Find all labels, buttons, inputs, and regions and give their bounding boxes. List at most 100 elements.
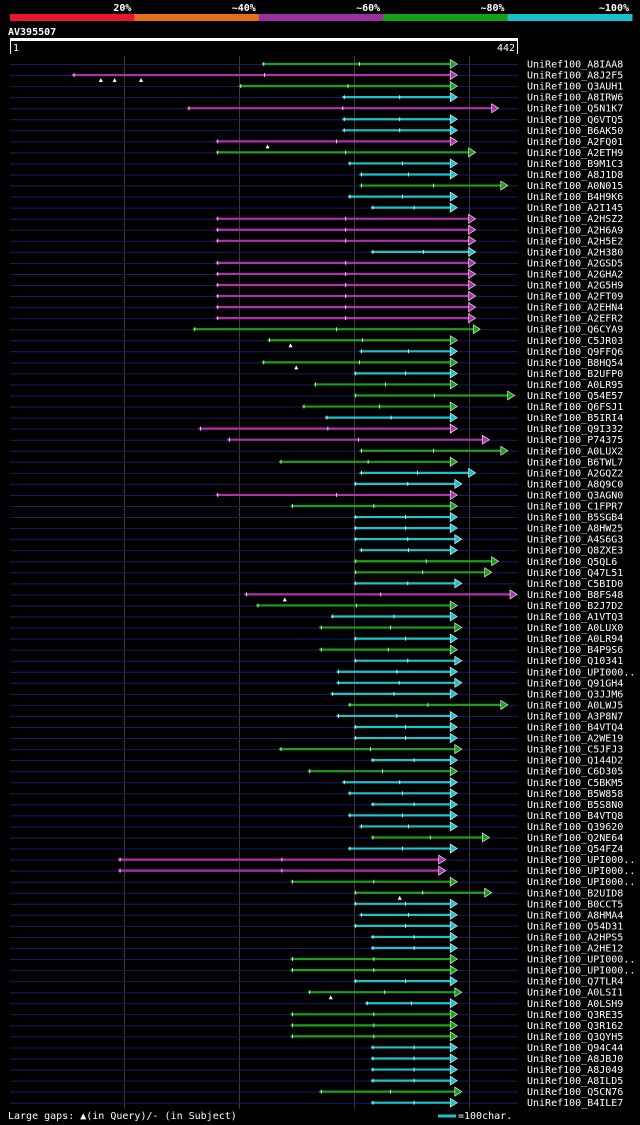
hit-label: UniRef100_Q91GH4 xyxy=(527,678,623,689)
hit-row: UniRef100_A2HE12 xyxy=(10,942,623,955)
hit-row: UniRef100_A2FQ01 xyxy=(10,136,623,149)
hit-row: UniRef100_Q9I332 xyxy=(10,423,623,435)
hit-label: UniRef100_A0LR95 xyxy=(527,380,623,391)
hit-label: UniRef100_A2HSZ2 xyxy=(527,214,623,225)
hit-arrow xyxy=(449,876,458,887)
hit-row: UniRef100_A2ETH9 xyxy=(10,147,623,159)
hit-arrow xyxy=(449,489,458,500)
hit-label: UniRef100_A2GSD5 xyxy=(527,258,623,269)
hit-arrow xyxy=(449,368,458,379)
hit-label: UniRef100_A8HMA4 xyxy=(527,910,623,921)
hit-label: UniRef100_A0LUX0 xyxy=(527,623,623,634)
hit-row: UniRef100_B4H9K6 xyxy=(10,191,623,203)
hit-arrow xyxy=(449,998,458,1009)
hit-label: UniRef100_Q3JJM6 xyxy=(527,689,623,700)
hit-arrow xyxy=(449,733,458,744)
query-id: AV395507 xyxy=(8,27,56,38)
hit-arrow xyxy=(509,589,518,600)
hit-row: UniRef100_A8HW25 xyxy=(10,523,623,535)
hit-arrow xyxy=(468,235,477,246)
hit-label: UniRef100_Q7TLR4 xyxy=(527,977,623,988)
hit-label: UniRef100_B4VTQ8 xyxy=(527,811,623,822)
hit-row: UniRef100_A2WE19 xyxy=(10,733,623,745)
hit-arrow xyxy=(472,324,481,335)
identity-bin-label-2: ~40% xyxy=(232,3,256,14)
hit-arrow xyxy=(468,213,477,224)
hit-row: UniRef100_B4P9S6 xyxy=(10,644,623,656)
hit-row: UniRef100_B5W858 xyxy=(10,788,623,800)
hit-arrow xyxy=(438,854,447,865)
hit-row: UniRef100_C5JR03 xyxy=(10,335,623,348)
hit-arrow xyxy=(449,423,458,434)
hit-arrow xyxy=(449,357,458,368)
hit-label: UniRef100_B2UFP0 xyxy=(527,369,623,380)
hit-row: UniRef100_B2UID8 xyxy=(10,887,623,900)
identity-bin-2 xyxy=(134,14,260,21)
hit-label: UniRef100_B4VTQ4 xyxy=(527,723,623,734)
hit-row: UniRef100_A0LR95 xyxy=(10,379,623,391)
hit-arrow xyxy=(449,523,458,534)
identity-bin-label-1: 20% xyxy=(113,3,131,14)
hit-row: UniRef100_C5BID0 xyxy=(10,578,623,590)
hit-label: UniRef100_A2EFR2 xyxy=(527,314,623,325)
hit-arrow xyxy=(482,434,490,445)
hit-label: UniRef100_A2ETH9 xyxy=(527,148,623,159)
hit-arrow xyxy=(454,744,463,755)
hit-arrow xyxy=(449,1053,458,1064)
hit-label: UniRef100_A2G5H9 xyxy=(527,281,623,292)
hit-row: UniRef100_A8J049 xyxy=(10,1064,623,1076)
hit-row: UniRef100_B2UFP0 xyxy=(10,368,623,380)
hit-label: UniRef100_A8Q9C0 xyxy=(527,479,623,490)
hit-label: UniRef100_A2H6A9 xyxy=(527,225,623,236)
legend: Large gaps: ▲(in Query)/- (in Subject) =… xyxy=(8,1111,512,1122)
hit-row: UniRef100_A8HMA4 xyxy=(10,909,623,921)
hit-arrow xyxy=(449,512,458,523)
hit-arrow xyxy=(454,677,463,688)
hit-arrow xyxy=(449,1009,458,1020)
hit-label: UniRef100_Q54FZ4 xyxy=(527,844,623,855)
hit-row: UniRef100_B4VTQ4 xyxy=(10,721,623,734)
hit-label: UniRef100_Q6FSJ1 xyxy=(527,402,623,413)
hit-label: UniRef100_B4ILE7 xyxy=(527,1098,623,1109)
hit-row: UniRef100_A1VTQ3 xyxy=(10,611,623,623)
hit-label: UniRef100_Q6VTQ5 xyxy=(527,115,623,126)
hit-row: UniRef100_B2J7D2 xyxy=(10,600,623,612)
hit-arrow xyxy=(500,180,509,191)
hit-label: UniRef100_Q39620 xyxy=(527,822,623,833)
hit-arrow xyxy=(449,545,458,556)
hit-row: UniRef100_A2HSZ2 xyxy=(10,213,623,225)
hit-arrow xyxy=(449,500,458,512)
hit-arrow xyxy=(449,58,458,70)
hit-arrow xyxy=(449,70,458,81)
hit-label: UniRef100_B5IRI4 xyxy=(527,413,623,424)
hit-arrow xyxy=(468,246,477,257)
hit-label: UniRef100_A8IRW6 xyxy=(527,93,623,104)
scale-legend: =100char. xyxy=(458,1111,512,1122)
hit-row: UniRef100_Q91GH4 xyxy=(10,677,623,689)
hit-rows: UniRef100_A8IAA8UniRef100_A8J2F5UniRef10… xyxy=(10,58,635,1109)
hit-row: UniRef100_UPI000.. xyxy=(10,954,635,966)
hit-row: UniRef100_Q47L51 xyxy=(10,567,623,579)
hit-label: UniRef100_A8HW25 xyxy=(527,524,623,535)
hit-arrow xyxy=(449,777,458,788)
hit-row: UniRef100_Q5CN76 xyxy=(10,1086,623,1098)
hit-row: UniRef100_A0LR94 xyxy=(10,633,623,645)
hit-label: UniRef100_A8J2F5 xyxy=(527,71,623,82)
hit-label: UniRef100_B8FS48 xyxy=(527,590,623,601)
hit-label: UniRef100_UPI000.. xyxy=(527,955,635,966)
hit-arrow xyxy=(449,976,458,987)
hit-arrow xyxy=(449,412,458,423)
hit-row: UniRef100_A8J2F5 xyxy=(10,70,623,83)
hit-arrow xyxy=(449,611,458,622)
hit-arrow xyxy=(449,931,458,942)
hit-row: UniRef100_B8HQ54 xyxy=(10,357,623,370)
hit-label: UniRef100_A2GQZ2 xyxy=(527,468,623,479)
hit-label: UniRef100_C5BID0 xyxy=(527,579,623,590)
hit-row: UniRef100_A0LUX0 xyxy=(10,622,623,634)
hit-label: UniRef100_A2HE12 xyxy=(527,944,623,955)
hit-arrow xyxy=(468,313,477,324)
hit-label: UniRef100_Q5QL6 xyxy=(527,557,617,568)
hit-label: UniRef100_Q5N1K7 xyxy=(527,104,623,115)
query-gap-marker xyxy=(397,895,402,900)
